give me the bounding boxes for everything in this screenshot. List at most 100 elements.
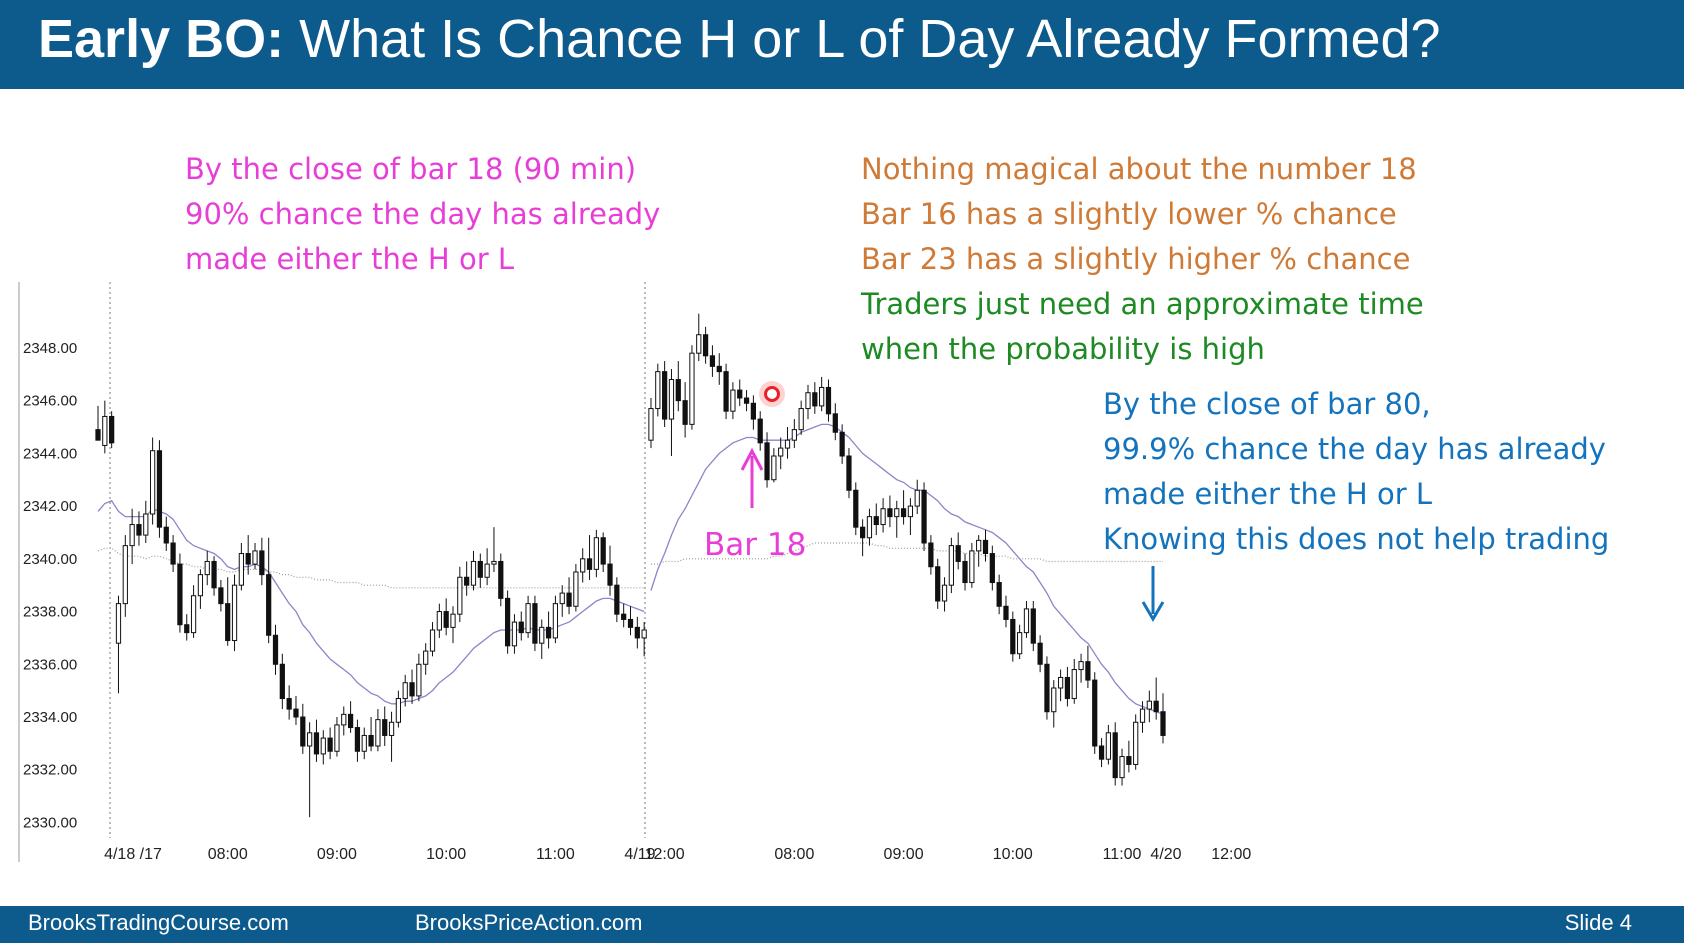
bull-candle xyxy=(1078,661,1084,671)
bear-candle xyxy=(184,624,190,634)
bull-candle xyxy=(798,408,804,431)
footer-course-link[interactable]: BrooksTradingCourse.com xyxy=(28,910,289,935)
y-tick-label: 2330.00 xyxy=(23,814,77,831)
x-tick-label: 4/18 /17 xyxy=(104,846,162,863)
bull-candle xyxy=(484,563,490,578)
bear-candle xyxy=(259,550,265,576)
bear-candle xyxy=(662,371,668,420)
bull-candle xyxy=(416,663,422,697)
bear-candle xyxy=(218,587,224,605)
bull-candle xyxy=(593,537,599,570)
slide-title-bold: Early BO: xyxy=(38,9,285,69)
bear-candle xyxy=(109,415,115,444)
bear-candle xyxy=(627,618,634,628)
bull-candle xyxy=(375,719,381,747)
annotation-line: Bar 23 has a slightly higher % chance xyxy=(861,242,1411,276)
bear-candle xyxy=(634,626,640,639)
annotation-line: Nothing magical about the number 18 xyxy=(861,152,1417,186)
bear-candle xyxy=(504,597,511,647)
bear-candle xyxy=(873,516,879,526)
bull-candle xyxy=(429,629,436,652)
x-tick-label: 12:00 xyxy=(645,846,685,863)
bull-candle xyxy=(791,429,797,441)
annotation-line: Knowing this does not help trading xyxy=(1103,522,1610,556)
slide-title: Early BO: What Is Chance H or L of Day A… xyxy=(38,8,1441,70)
annotation-bar18-note: By the close of bar 18 (90 min) 90% chan… xyxy=(185,147,660,282)
bear-candle xyxy=(279,663,285,700)
bear-candle xyxy=(293,708,299,718)
bull-candle xyxy=(1051,687,1057,713)
bull-candle xyxy=(552,603,559,639)
bull-candle xyxy=(689,352,695,425)
bull-candle xyxy=(143,513,149,536)
bull-candle xyxy=(976,539,982,552)
bear-candle xyxy=(368,734,374,747)
bear-candle xyxy=(156,450,163,528)
bull-candle xyxy=(341,713,347,726)
bull-candle xyxy=(668,379,675,420)
bear-candle xyxy=(464,576,470,586)
bear-candle xyxy=(982,539,989,555)
bull-candle xyxy=(655,371,661,410)
bar80-arrow-head xyxy=(1141,601,1165,622)
y-axis-labels: 2348.00 2346.00 2344.00 2342.00 2340.00 2338.… xyxy=(23,340,77,832)
y-tick-label: 2342.00 xyxy=(23,498,77,515)
annotation-line: made either the H or L xyxy=(1103,477,1432,511)
price-chart: 2348.00 2346.00 2344.00 2342.00 2340.00 2338.… xyxy=(18,282,1251,863)
y-tick-label: 2340.00 xyxy=(23,551,77,568)
bull-candle xyxy=(648,408,654,441)
bull-candle xyxy=(1057,676,1064,689)
bull-candle xyxy=(559,592,565,605)
bull-candle xyxy=(969,550,975,584)
bear-candle xyxy=(921,489,927,544)
bear-candle xyxy=(832,413,838,433)
bear-candle xyxy=(518,621,524,634)
bull-candle xyxy=(580,558,586,573)
bull-candle xyxy=(1119,756,1125,779)
bear-candle xyxy=(750,402,757,420)
bear-candle xyxy=(177,563,183,626)
bear-candle xyxy=(566,592,572,607)
bear-candle xyxy=(1064,676,1071,700)
x-tick-label: 08:00 xyxy=(208,846,248,863)
bull-candle xyxy=(102,415,108,446)
footer-site-link[interactable]: BrooksPriceAction.com xyxy=(415,910,643,935)
bear-candle xyxy=(1153,700,1159,713)
bull-candle xyxy=(907,505,914,518)
bear-candle xyxy=(1037,642,1043,665)
bear-candle xyxy=(996,582,1002,607)
bull-candle xyxy=(307,732,313,747)
bull-candle xyxy=(238,553,244,586)
bull-candle xyxy=(730,389,736,412)
annotation-line: 99.9% chance the day has already xyxy=(1103,432,1606,466)
bull-candle xyxy=(1023,608,1030,634)
bar18-arrow-head xyxy=(740,447,764,471)
bear-candle xyxy=(477,560,483,578)
bull-candle xyxy=(1139,708,1146,723)
bull-candle xyxy=(129,524,135,547)
bear-candle xyxy=(545,626,552,639)
annotation-traders-note: Traders just need an approximate time wh… xyxy=(861,282,1424,372)
bear-candle xyxy=(723,371,729,412)
bull-candle xyxy=(450,613,456,628)
bear-candle xyxy=(1085,661,1091,681)
bear-candle xyxy=(962,560,968,584)
bull-candle xyxy=(771,455,777,481)
x-tick-label: 4/20 xyxy=(1150,846,1181,863)
slide-footer: BrooksTradingCourse.com BrooksPriceActio… xyxy=(0,906,1684,943)
bull-candle xyxy=(204,560,210,576)
bear-candle xyxy=(532,603,538,644)
x-tick-label: 10:00 xyxy=(426,846,466,863)
bull-candle xyxy=(511,621,518,647)
bear-candle xyxy=(935,566,941,602)
y-tick-label: 2334.00 xyxy=(23,709,77,726)
x-tick-label: 09:00 xyxy=(317,846,357,863)
bull-candle xyxy=(122,545,128,605)
x-axis-labels: 4/18 /17 08:00 09:00 10:00 11:00 12:004/19 08:… xyxy=(104,846,1251,863)
day-separators xyxy=(109,282,646,838)
bull-candle xyxy=(252,550,258,565)
annotation-line: Bar 16 has a slightly lower % chance xyxy=(861,197,1397,231)
bear-candle xyxy=(1126,756,1132,765)
bear-candle xyxy=(614,584,620,615)
x-tick-label: 08:00 xyxy=(774,846,814,863)
